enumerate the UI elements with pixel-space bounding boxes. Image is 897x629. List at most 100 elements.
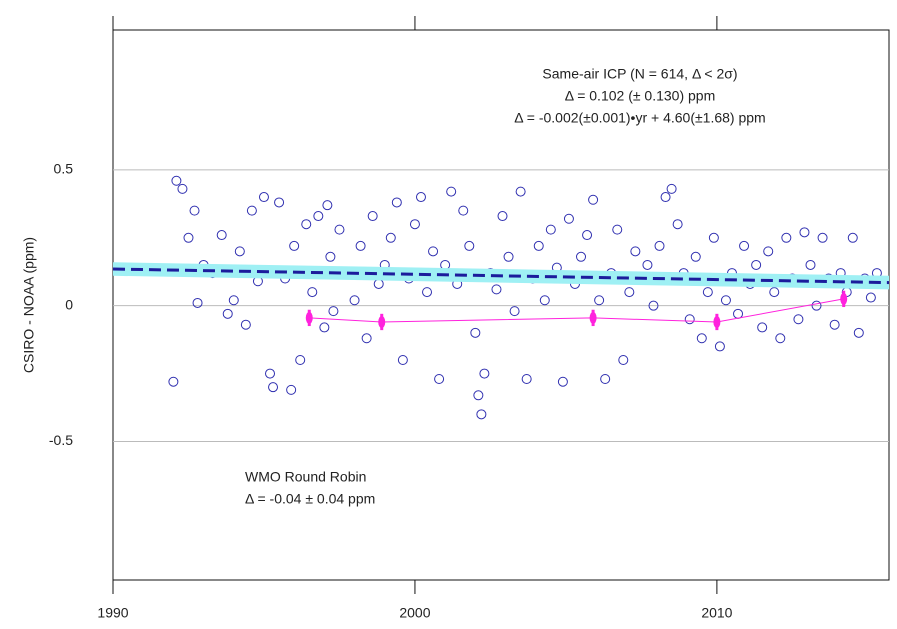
scatter-point	[793, 314, 804, 325]
scatter-point	[322, 200, 333, 211]
round-robin-point	[713, 315, 721, 328]
scatter-point	[624, 287, 635, 298]
scatter-point	[799, 227, 810, 238]
scatter-point	[648, 300, 659, 311]
scatter-point	[446, 186, 457, 197]
scatter-point	[246, 205, 257, 216]
scatter-point	[594, 295, 605, 306]
scatter-point	[361, 333, 372, 344]
scatter-point	[588, 194, 599, 205]
y-axis-label: CSIRO - NOAA (ppm)	[21, 237, 37, 373]
scatter-point	[373, 278, 384, 289]
scatter-point	[660, 192, 671, 203]
scatter-point	[757, 322, 768, 333]
y-tick-label: 0	[65, 296, 73, 312]
scatter-point	[422, 287, 433, 298]
scatter-point	[286, 384, 297, 395]
scatter-point	[666, 183, 677, 194]
fit-line	[112, 267, 890, 285]
scatter-point	[672, 219, 683, 230]
scatter-point	[464, 240, 475, 251]
scatter-point	[409, 219, 420, 230]
scatter-point	[865, 292, 876, 303]
scatter-point	[533, 240, 544, 251]
scatter-point	[274, 197, 285, 208]
scatter-point	[696, 333, 707, 344]
scatter-point	[391, 197, 402, 208]
round-robin-point	[840, 292, 848, 305]
scatter-point	[367, 211, 378, 222]
scatter-point	[295, 355, 306, 365]
scatter-point	[545, 224, 556, 235]
scatter-point	[325, 251, 336, 262]
scatter-point	[714, 341, 725, 352]
scatter-point	[612, 224, 623, 235]
scatter-point	[473, 390, 484, 401]
scatter-point	[319, 322, 330, 333]
round-robin-line	[309, 298, 844, 323]
scatter-point	[183, 232, 194, 243]
scatter-point	[817, 232, 828, 243]
scatter-point	[192, 297, 203, 308]
scatter-point	[434, 374, 445, 385]
scatter-point	[428, 246, 439, 257]
round-robin-point	[589, 311, 597, 324]
scatter-point	[751, 259, 762, 270]
scatter-point	[349, 295, 360, 306]
scatter-point	[258, 192, 269, 203]
y-tick-label: 0.5	[54, 161, 74, 177]
scatter-point	[811, 300, 822, 311]
annotation: Δ = -0.002(±0.001)•yr + 4.60(±1.68) ppm	[514, 110, 765, 126]
scatter-point	[763, 246, 774, 257]
scatter-point	[289, 240, 300, 251]
y-tick-label: -0.5	[49, 432, 73, 448]
scatter-point	[733, 308, 744, 319]
scatter-point	[539, 295, 550, 306]
scatter-point	[509, 306, 520, 317]
scatter-point	[708, 232, 719, 243]
x-tick-label: 1990	[97, 605, 128, 621]
scatter-point	[720, 295, 731, 306]
scatter-point	[470, 327, 481, 338]
scatter-point	[240, 319, 251, 330]
scatter-point	[355, 240, 366, 251]
scatter-point	[415, 192, 426, 203]
scatter-point	[476, 409, 487, 420]
scatter-point	[479, 368, 490, 379]
scatter-point	[397, 355, 408, 365]
scatter-point	[222, 308, 233, 319]
scatter-point	[497, 211, 508, 222]
annotation: Same-air ICP (N = 614, Δ < 2σ)	[542, 66, 737, 82]
scatter-point	[234, 246, 245, 257]
scatter-point	[781, 232, 792, 243]
scatter-point	[853, 327, 864, 338]
scatter-point	[503, 251, 514, 262]
round-robin-point	[305, 311, 313, 324]
scatter-point	[228, 295, 239, 306]
scatter-point	[458, 205, 469, 216]
scatter-point	[576, 251, 587, 262]
scatter-point	[515, 186, 526, 197]
scatter-point	[268, 382, 279, 393]
scatter-point	[775, 333, 786, 344]
scatter-point	[168, 376, 179, 387]
scatter-point	[557, 376, 568, 387]
round-robin-point	[378, 315, 386, 328]
scatter-point	[265, 368, 276, 379]
scatter-point	[563, 213, 574, 224]
scatter-point	[690, 251, 701, 262]
scatter-point	[847, 232, 858, 243]
scatter-point	[684, 314, 695, 325]
x-tick-label: 2000	[399, 605, 430, 621]
annotation: WMO Round Robin	[245, 469, 366, 485]
scatter-point	[216, 230, 227, 241]
scatter-point	[702, 287, 713, 298]
scatter-point	[334, 224, 345, 235]
scatter-point	[328, 306, 339, 317]
scatter-point	[642, 259, 653, 270]
scatter-point	[739, 240, 750, 251]
annotation: Δ = -0.04 ± 0.04 ppm	[245, 491, 375, 507]
scatter-point	[313, 211, 324, 222]
scatter-point	[521, 374, 532, 385]
